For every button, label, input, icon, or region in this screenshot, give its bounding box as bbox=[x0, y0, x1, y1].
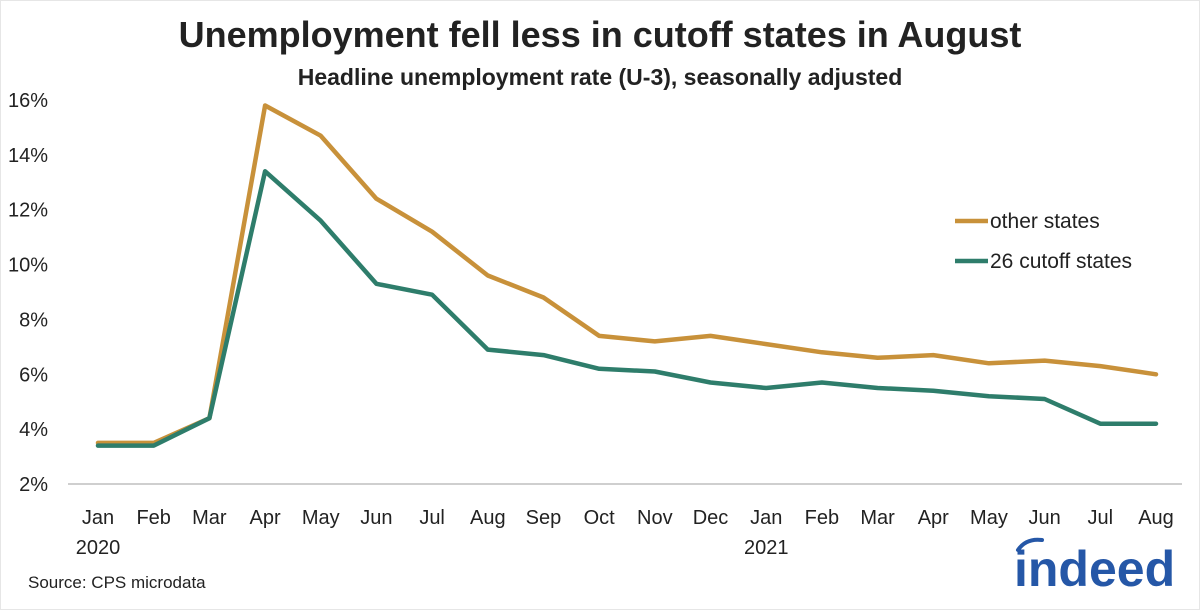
x-tick-label: Mar bbox=[192, 507, 227, 529]
x-tick-label: Jan bbox=[750, 507, 782, 529]
x-tick-label: Mar bbox=[860, 507, 895, 529]
x-tick-label: Aug bbox=[470, 507, 506, 529]
legend-label: other states bbox=[990, 210, 1100, 233]
y-tick-label: 14% bbox=[8, 145, 48, 167]
x-tick-label: May bbox=[970, 507, 1008, 529]
series-line-cutoff-states bbox=[95, 169, 1159, 448]
x-tick-label: Sep bbox=[526, 507, 562, 529]
x-tick-label: Jun bbox=[1029, 507, 1061, 529]
x-tick-label: Nov bbox=[637, 507, 673, 529]
x-tick-label: Jul bbox=[1088, 507, 1114, 529]
source-note: Source: CPS microdata bbox=[28, 573, 206, 592]
x-tick-label: Jul bbox=[419, 507, 445, 529]
y-tick-label: 2% bbox=[19, 474, 48, 496]
x-year-label: 2021 bbox=[744, 537, 789, 559]
x-tick-label: Apr bbox=[918, 507, 949, 529]
chart-title: Unemployment fell less in cutoff states … bbox=[178, 14, 1022, 55]
x-axis-labels: Jan Feb Mar Apr May Jun Jul Aug Sep Oct Nov Dec Jan F… bbox=[76, 507, 1174, 559]
y-tick-label: 12% bbox=[8, 200, 48, 222]
x-year-label: 2020 bbox=[76, 537, 121, 559]
y-tick-label: 4% bbox=[19, 419, 48, 441]
indeed-logo-text: indeed bbox=[1014, 541, 1175, 596]
x-tick-label: Jan bbox=[82, 507, 114, 529]
x-tick-label: May bbox=[302, 507, 340, 529]
y-axis-labels: 2% 4% 6% 8% 10% 12% 14% 16% bbox=[8, 90, 48, 496]
chart-subtitle: Headline unemployment rate (U-3), season… bbox=[297, 64, 903, 90]
x-tick-label: Jun bbox=[360, 507, 392, 529]
x-tick-label: Oct bbox=[584, 507, 616, 529]
y-tick-label: 10% bbox=[8, 255, 48, 277]
legend: other states 26 cutoff states bbox=[955, 210, 1132, 273]
legend-label: 26 cutoff states bbox=[990, 250, 1132, 273]
indeed-logo-arc bbox=[1016, 537, 1044, 552]
x-tick-label: Aug bbox=[1138, 507, 1174, 529]
x-tick-label: Feb bbox=[136, 507, 170, 529]
y-tick-label: 16% bbox=[8, 90, 48, 112]
y-tick-label: 6% bbox=[19, 364, 48, 386]
series-line-other-states bbox=[95, 103, 1159, 446]
x-tick-label: Feb bbox=[805, 507, 839, 529]
x-tick-label: Dec bbox=[693, 507, 729, 529]
x-tick-label: Apr bbox=[249, 507, 280, 529]
series-lines bbox=[95, 103, 1159, 448]
indeed-logo: indeed bbox=[1014, 537, 1175, 596]
y-tick-label: 8% bbox=[19, 309, 48, 331]
